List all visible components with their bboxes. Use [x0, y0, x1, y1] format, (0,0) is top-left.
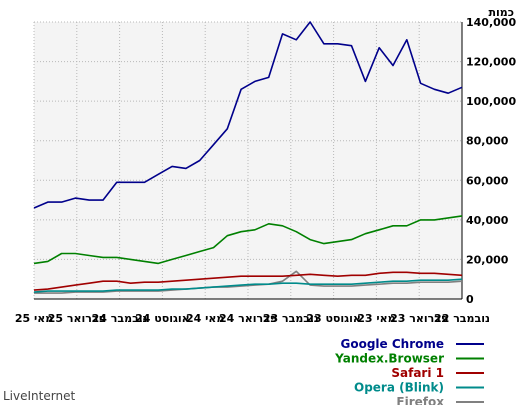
y-tick-label: 0 [466, 293, 474, 306]
y-tick-label: 40,000 [466, 214, 509, 227]
y-tick-label: 140,000 [466, 16, 516, 29]
x-tick-label: נובמבר 24 [92, 312, 148, 325]
x-tick-label: פברואר 24 [219, 312, 277, 325]
y-tick-label: 60,000 [466, 174, 509, 187]
brand-logo-text: LiveInternet [3, 389, 75, 403]
series-line-safari-1 [33, 271, 463, 291]
legend-label-opera-blink: Opera (Blink) [354, 381, 444, 395]
legend-label-google-chrome: Google Chrome [340, 337, 444, 351]
series-line-google-chrome [33, 21, 463, 209]
y-tick-label: 120,000 [466, 56, 516, 69]
series-line-firefox [34, 270, 463, 294]
x-tick-label: מאי 24 [186, 312, 224, 325]
series-lines [33, 21, 463, 294]
x-tick-label: פברואר 23 [390, 312, 448, 325]
legend-label-yandex-browser: Yandex.Browser [334, 352, 444, 366]
x-tick-label: פברואר 25 [48, 312, 106, 325]
x-tick-label: נובמבר 23 [263, 312, 319, 325]
x-tick-label: אוגוסט 24 [135, 312, 190, 325]
x-tick-label: אוגוסט 23 [306, 312, 361, 325]
x-tick-label: מאי 25 [15, 312, 53, 325]
series-line-yandex-browser [33, 215, 463, 265]
legend-label-firefox: Firefox [396, 395, 444, 405]
x-tick-label: נובמבר 22 [434, 312, 490, 325]
y-axis-title: כמות [489, 6, 514, 19]
y-tick-label: 100,000 [466, 95, 516, 108]
y-tick-label: 20,000 [466, 253, 509, 266]
x-tick-label: מאי 23 [357, 312, 395, 325]
y-tick-label: 80,000 [466, 135, 509, 148]
legend-label-safari-1: Safari 1 [391, 366, 444, 380]
series-line-opera-blink [33, 278, 463, 293]
